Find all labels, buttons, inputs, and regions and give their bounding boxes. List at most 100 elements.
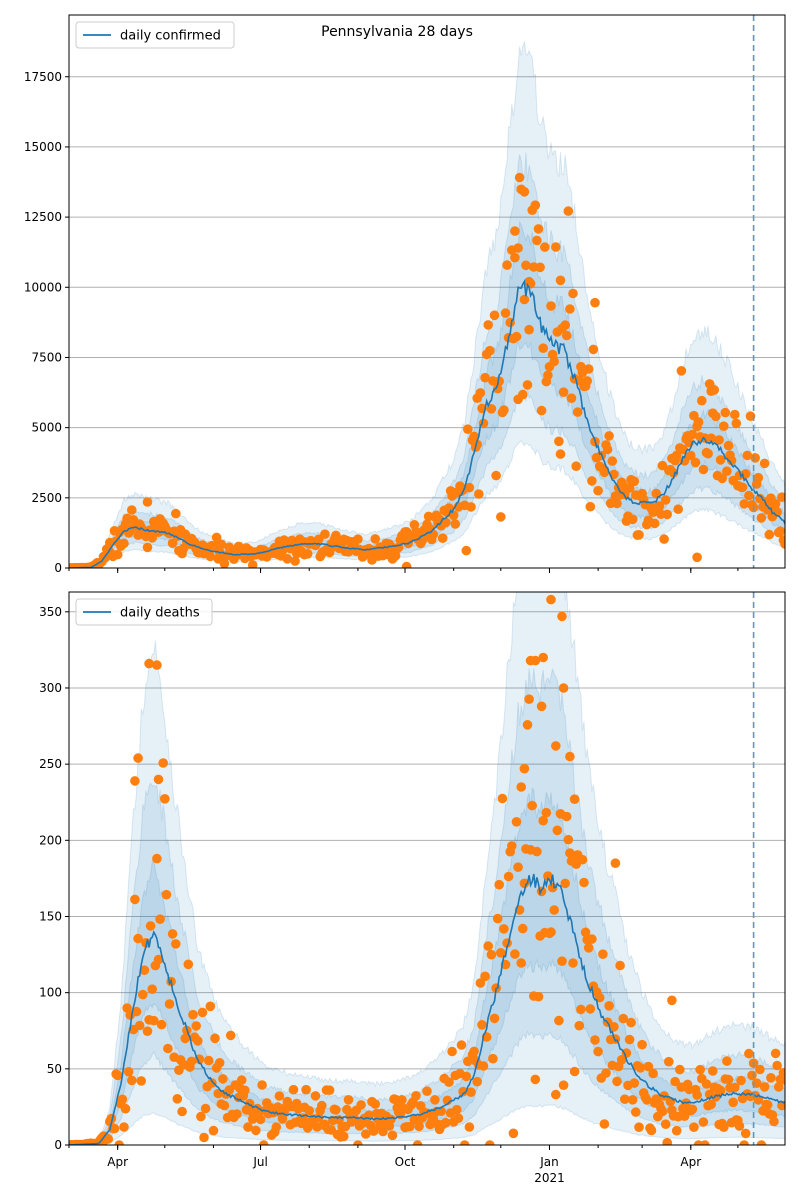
data-point: [555, 275, 566, 286]
data-point: [243, 1122, 253, 1132]
data-point: [730, 409, 740, 420]
data-point: [750, 453, 760, 463]
data-point: [513, 243, 523, 253]
data-point: [637, 1039, 647, 1050]
data-point: [317, 1100, 327, 1111]
data-point: [706, 1099, 716, 1110]
data-point: [587, 934, 597, 944]
data-point: [112, 549, 123, 560]
data-point: [119, 538, 129, 549]
data-point: [604, 1001, 614, 1011]
data-point: [593, 485, 603, 496]
data-point: [368, 1126, 379, 1136]
data-point: [401, 561, 412, 568]
data-point: [205, 1001, 216, 1012]
data-point: [690, 457, 701, 468]
data-point: [737, 482, 748, 493]
data-point: [706, 386, 716, 397]
data-point: [519, 878, 530, 889]
data-point: [142, 1026, 153, 1036]
data-point: [687, 429, 698, 440]
x-tick-label: Apr: [680, 1155, 701, 1169]
x-year-label: 2021: [534, 1171, 565, 1185]
data-point: [461, 545, 472, 556]
data-point: [134, 1020, 145, 1031]
data-point: [361, 1129, 371, 1139]
data-point: [437, 533, 448, 543]
axes-frame: [68, 14, 786, 569]
data-point: [496, 512, 506, 522]
data-point: [773, 1082, 784, 1092]
data-point: [353, 534, 363, 544]
data-point: [599, 467, 610, 478]
data-point: [324, 1085, 335, 1095]
data-point: [130, 894, 140, 905]
data-point: [574, 1020, 585, 1031]
data-point: [274, 1091, 285, 1101]
data-point: [612, 498, 622, 509]
x-tick-label: Jan: [539, 1155, 559, 1169]
data-point: [734, 1121, 745, 1131]
data-point: [621, 1048, 632, 1058]
data-point: [530, 1074, 541, 1085]
data-point: [524, 694, 534, 704]
data-point: [483, 941, 494, 951]
data-point: [120, 1103, 131, 1114]
data-point: [561, 330, 572, 341]
data-point: [511, 817, 522, 827]
data-point: [536, 701, 547, 712]
data-point: [172, 1094, 183, 1104]
legend-label: daily deaths: [120, 606, 200, 621]
y-tick-label: 300: [39, 681, 62, 695]
data-point: [634, 1122, 644, 1132]
data-point: [133, 933, 143, 944]
data-point: [530, 200, 541, 210]
data-point: [310, 1091, 321, 1101]
data-point: [514, 172, 525, 183]
data-point: [587, 476, 597, 486]
data-point: [444, 1077, 454, 1087]
data-point: [353, 1140, 363, 1145]
data-point: [627, 1095, 638, 1105]
data-point: [664, 1056, 674, 1067]
data-point: [247, 560, 258, 568]
data-point: [744, 490, 754, 501]
data-point: [547, 882, 558, 893]
deaths-panel: 0 50 100 150 200 250 300 350 Apr Jul Oct Jan Apr 2021…: [39, 591, 786, 1185]
data-point: [689, 1122, 699, 1132]
data-point: [778, 1068, 785, 1078]
data-point: [585, 501, 596, 512]
data-point: [561, 811, 572, 822]
x-tick-label: Oct: [395, 1155, 416, 1169]
data-point: [686, 450, 696, 461]
data-point: [736, 1075, 746, 1086]
data-point: [469, 1046, 479, 1057]
data-point: [555, 449, 566, 459]
series-line: [69, 279, 785, 568]
data-point: [507, 841, 517, 851]
data-point: [516, 782, 526, 792]
data-point: [378, 1126, 388, 1137]
data-point: [609, 1022, 619, 1032]
data-point: [236, 1075, 247, 1085]
data-point: [147, 533, 157, 543]
data-point: [508, 1128, 519, 1139]
data-point: [441, 517, 451, 528]
data-point: [448, 510, 459, 521]
data-point: [756, 1140, 767, 1145]
data-point: [565, 848, 575, 858]
data-point: [456, 1040, 467, 1050]
data-point: [152, 660, 162, 670]
data-point: [123, 1067, 134, 1077]
data-point: [626, 1017, 636, 1028]
data-point: [715, 1085, 726, 1096]
data-point: [302, 549, 313, 559]
data-point: [216, 539, 227, 550]
data-point: [627, 514, 638, 525]
y-tick-label: 0: [54, 1138, 62, 1152]
confirmed-panel: 0 2500 5000 7500 10000 12500 15000 17500 daily c…: [24, 14, 786, 575]
data-point: [577, 854, 588, 865]
data-point: [519, 763, 530, 774]
data-point: [720, 407, 731, 418]
data-point: [533, 991, 544, 1002]
